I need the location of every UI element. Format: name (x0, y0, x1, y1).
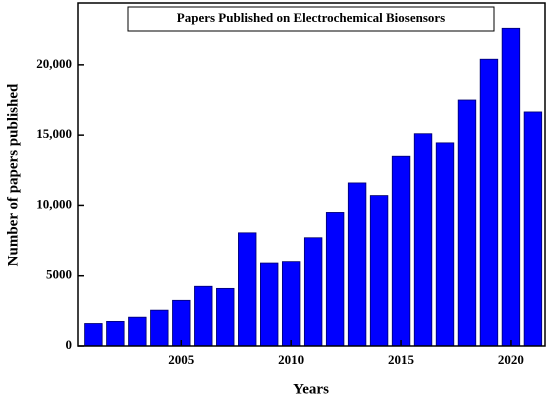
bar (347, 182, 367, 347)
y-tick-label: 0 (66, 337, 73, 352)
bar (303, 237, 323, 347)
x-axis-label: Years (293, 381, 329, 397)
plot-frame (77, 2, 546, 347)
bar (501, 27, 521, 347)
x-tick-label: 2020 (498, 352, 524, 367)
bar (369, 195, 389, 347)
bar (84, 323, 103, 347)
y-tick-label: 10,000 (36, 196, 72, 211)
x-tick-label: 2010 (278, 352, 304, 367)
bar (479, 58, 499, 347)
bar (172, 299, 191, 347)
bar (325, 212, 345, 347)
y-axis-label: Number of papers published (5, 83, 21, 266)
y-tick-label: 15,000 (36, 126, 72, 141)
bar (238, 232, 257, 347)
bar (435, 142, 455, 347)
bar (523, 111, 543, 347)
bar (413, 133, 433, 347)
bar (128, 316, 147, 347)
bar (260, 262, 279, 347)
x-tick-label: 2005 (168, 352, 195, 367)
bar (150, 309, 169, 347)
bar (216, 287, 235, 347)
plot-area (84, 27, 543, 347)
y-tick-label: 5000 (46, 267, 72, 282)
bar (106, 320, 125, 347)
x-tick-label: 2015 (388, 352, 415, 367)
bar (281, 261, 301, 347)
y-tick-label: 20,000 (36, 56, 72, 71)
bar (457, 99, 477, 347)
title-box (127, 6, 495, 32)
chart-title: Papers Published on Electrochemical Bios… (177, 10, 445, 25)
bar (194, 285, 213, 347)
bar (391, 155, 411, 347)
